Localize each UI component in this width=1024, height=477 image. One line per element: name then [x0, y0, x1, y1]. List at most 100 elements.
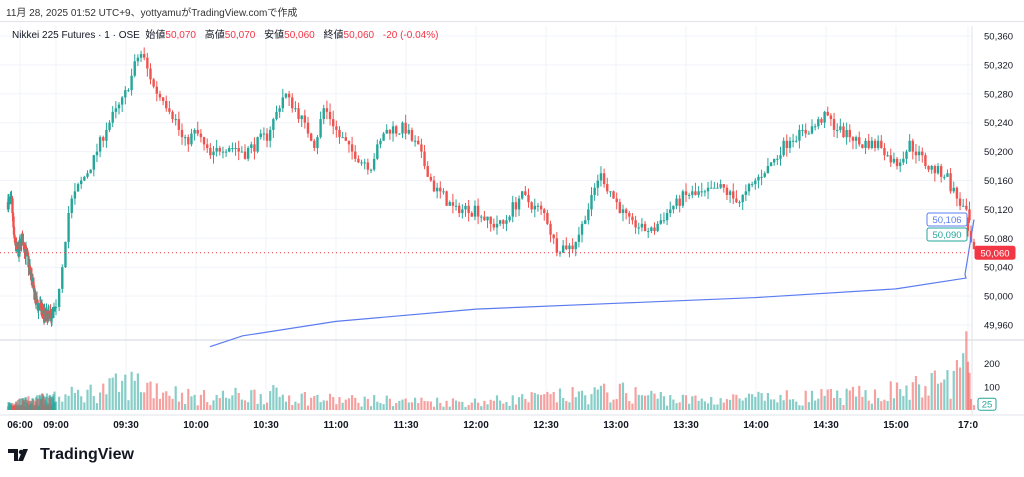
candle-body [779, 155, 782, 159]
candle-body [621, 209, 625, 214]
volume-bar [927, 395, 930, 410]
volume-bar [877, 398, 880, 410]
candle-body [530, 202, 533, 210]
volume-bar [744, 397, 747, 410]
candle-body [634, 220, 637, 228]
volume-bar [798, 405, 801, 410]
volume-bar [905, 385, 908, 410]
candle-body [914, 151, 918, 156]
volume-bar [943, 379, 946, 410]
volume-bar [174, 386, 177, 410]
candle-body [933, 166, 937, 174]
candle-body [716, 187, 719, 189]
volume-bar [454, 400, 458, 410]
candle-body [684, 191, 688, 195]
candle-body [306, 122, 310, 134]
x-tick-label: 15:00 [883, 420, 909, 431]
candle-body [782, 140, 785, 156]
candle-body [609, 191, 612, 193]
volume-bar [184, 404, 187, 410]
candle-body [95, 151, 99, 156]
candle-body [221, 151, 225, 153]
candle-body [98, 137, 102, 152]
volume-bar [54, 401, 58, 410]
volume-bar [855, 396, 858, 410]
volume-bar [962, 353, 965, 410]
candle-body [303, 115, 307, 123]
volume-bar [814, 400, 817, 410]
last-price-label-box [974, 245, 1016, 260]
volume-bar [829, 389, 832, 410]
volume-bar [328, 393, 332, 410]
candle-body [681, 191, 685, 206]
candle-body [637, 227, 640, 229]
volume-bar [930, 372, 933, 410]
tradingview-logo[interactable]: TradingView [8, 446, 134, 464]
volume-bar [543, 394, 546, 410]
volume-bar [382, 404, 385, 410]
volume-bar [95, 403, 99, 410]
volume-bar [196, 405, 199, 410]
price-chart[interactable]: 50,360 50,320 50,280 50,240 50,200 50,160 50,1… [0, 0, 1024, 440]
volume-bar [360, 406, 363, 410]
candle-body [561, 245, 565, 253]
volume-bar [83, 402, 86, 410]
volume-bar [429, 401, 432, 410]
candle-body [105, 129, 108, 141]
candle-body [565, 245, 568, 250]
candle-body [322, 108, 325, 120]
volume-bar [398, 400, 401, 410]
candle-body [133, 61, 136, 76]
volume-bar [741, 400, 744, 410]
volume-bar [628, 401, 631, 410]
volume-bar [807, 402, 810, 410]
volume-bar [483, 400, 486, 410]
volume-bar [250, 390, 253, 410]
candle-body [549, 223, 552, 235]
y-tick-label: 50,080 [984, 234, 1013, 245]
y-tick-label: 50,280 [984, 89, 1013, 100]
candle-body [930, 166, 933, 170]
volume-bar [558, 388, 562, 410]
candle-body [177, 119, 181, 130]
candle-body [719, 184, 722, 188]
candle-body [602, 173, 606, 185]
volume-bar [58, 396, 61, 410]
volume-bar [933, 370, 936, 410]
volume-tick-label: 100 [984, 382, 1000, 393]
volume-bar [521, 394, 524, 410]
volume-bar [407, 402, 410, 410]
volume-bar [914, 376, 918, 410]
volume-bar [240, 399, 243, 410]
volume-bar [212, 400, 215, 410]
volume-bar [763, 400, 766, 410]
candle-body [552, 234, 555, 239]
candle-body [722, 184, 725, 188]
candle-body [615, 198, 618, 203]
candle-body [458, 205, 461, 214]
candle-body [647, 231, 650, 233]
candle-body [773, 158, 776, 163]
volume-bar [968, 372, 971, 410]
volume-bar [423, 400, 426, 410]
candle-body [272, 119, 275, 130]
candle-body [568, 245, 571, 250]
volume-bar [584, 395, 587, 410]
volume-bar [505, 402, 508, 410]
candle-body [703, 191, 707, 193]
volume-bar [965, 331, 968, 410]
candle-body [281, 97, 284, 109]
candle-body [656, 223, 659, 232]
candle-body [618, 202, 622, 214]
volume-bar [209, 405, 212, 410]
volume-bar [801, 405, 804, 410]
candle-body [517, 198, 521, 210]
candle-body [73, 191, 77, 199]
candle-body [183, 137, 187, 139]
candle-body [426, 166, 429, 177]
volume-bar [489, 399, 492, 410]
y-tick-label: 50,000 [984, 292, 1013, 303]
candle-body [804, 129, 807, 134]
volume-bar [908, 399, 911, 410]
volume-bar [697, 400, 700, 410]
